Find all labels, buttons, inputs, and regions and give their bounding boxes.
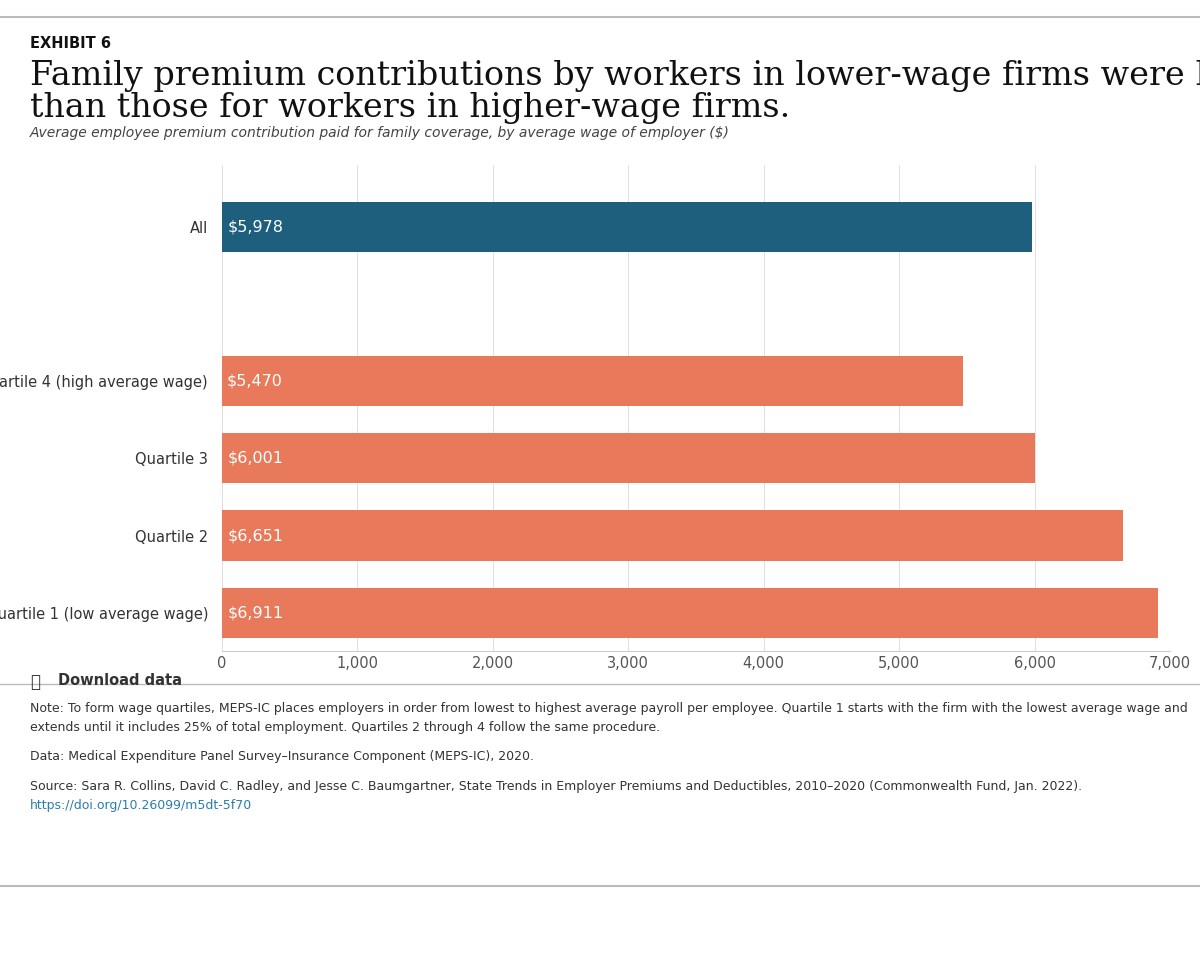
Text: Download data: Download data (58, 673, 181, 687)
Text: Note: To form wage quartiles, MEPS-IC places employers in order from lowest to h: Note: To form wage quartiles, MEPS-IC pl… (30, 702, 1188, 714)
Text: extends until it includes 25% of total employment. Quartiles 2 through 4 follow : extends until it includes 25% of total e… (30, 721, 660, 734)
Bar (222, 356, 962, 406)
Text: $5,470: $5,470 (227, 374, 283, 389)
Text: EXHIBIT 6: EXHIBIT 6 (30, 36, 112, 51)
Text: Data: Medical Expenditure Panel Survey–Insurance Component (MEPS-IC), 2020.: Data: Medical Expenditure Panel Survey–I… (30, 750, 534, 763)
Bar (222, 588, 1158, 638)
Bar (222, 202, 1032, 252)
Text: $5,978: $5,978 (227, 220, 283, 234)
Text: $6,911: $6,911 (228, 606, 284, 620)
Text: Source: Sara R. Collins, David C. Radley, and Jesse C. Baumgartner, State Trends: Source: Sara R. Collins, David C. Radley… (30, 780, 1082, 792)
Text: https://doi.org/10.26099/m5dt-5f70: https://doi.org/10.26099/m5dt-5f70 (30, 799, 252, 812)
Text: $6,651: $6,651 (228, 528, 283, 543)
Text: Family premium contributions by workers in lower-wage firms were higher: Family premium contributions by workers … (30, 60, 1200, 92)
Text: ⤓: ⤓ (30, 673, 40, 691)
Bar (222, 510, 1123, 561)
Bar (222, 434, 1034, 483)
Text: $6,001: $6,001 (227, 451, 283, 466)
Text: than those for workers in higher-wage firms.: than those for workers in higher-wage fi… (30, 92, 791, 124)
Text: Average employee premium contribution paid for family coverage, by average wage : Average employee premium contribution pa… (30, 126, 730, 140)
